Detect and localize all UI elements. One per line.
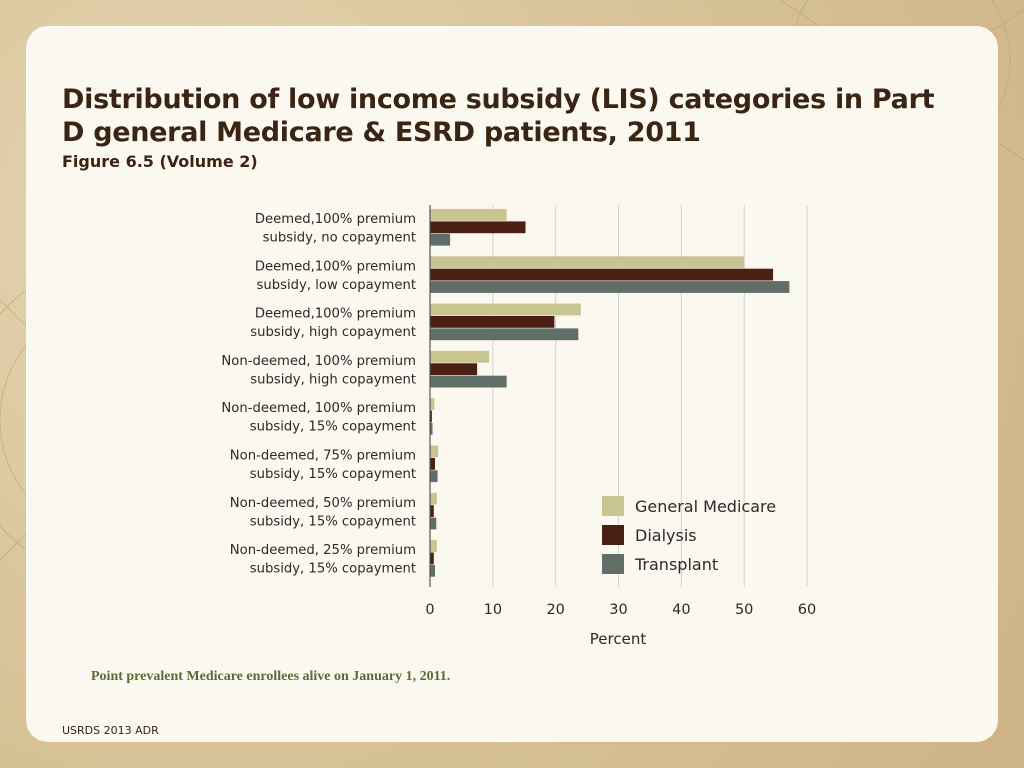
x-tick-label: 50 — [735, 602, 753, 618]
chart-note: Point prevalent Medicare enrollees alive… — [91, 669, 451, 684]
x-tick-label: 20 — [546, 602, 564, 618]
content-panel — [26, 26, 998, 742]
x-tick-label: 60 — [798, 602, 816, 618]
category-label: Non-deemed, 25% premium — [230, 543, 416, 558]
legend-label: Dialysis — [635, 526, 697, 545]
category-label: subsidy, 15% copayment — [250, 420, 416, 435]
category-label: Deemed,100% premium — [255, 307, 416, 322]
bar — [430, 209, 507, 221]
bar — [430, 410, 432, 423]
bar — [430, 552, 434, 565]
bar — [430, 221, 526, 234]
category-label: subsidy, high copayment — [250, 325, 416, 340]
bar — [430, 268, 774, 281]
x-tick-label: 0 — [425, 602, 434, 618]
category-label: Non-deemed, 100% premium — [221, 401, 416, 416]
slide-title: Distribution of low income subsidy (LIS)… — [62, 84, 935, 148]
bar — [430, 281, 790, 293]
bar — [430, 328, 579, 341]
bar — [430, 233, 451, 246]
category-label: subsidy, high copayment — [250, 372, 416, 387]
bar — [430, 398, 435, 410]
category-label: subsidy, 15% copayment — [250, 467, 416, 482]
category-label: subsidy, 15% copayment — [250, 562, 416, 577]
bar — [430, 423, 433, 435]
category-label: subsidy, 15% copayment — [250, 514, 416, 529]
bar — [430, 363, 478, 376]
bar — [430, 303, 581, 316]
category-label: Deemed,100% premium — [255, 259, 416, 274]
legend-swatch — [602, 554, 624, 574]
legend-swatch — [602, 496, 624, 516]
category-label: Deemed,100% premium — [255, 212, 416, 227]
bar — [430, 256, 745, 269]
bar — [430, 350, 490, 363]
bar — [430, 375, 507, 388]
category-label: Non-deemed, 75% premium — [230, 449, 416, 464]
bar — [430, 492, 437, 505]
bar — [430, 564, 436, 577]
bar — [430, 445, 439, 458]
legend-swatch — [602, 525, 624, 545]
category-label: Non-deemed, 100% premium — [221, 354, 416, 369]
figure-subtitle: Figure 6.5 (Volume 2) — [62, 152, 258, 171]
x-tick-label: 40 — [672, 602, 690, 618]
bar — [430, 470, 438, 483]
category-label: subsidy, no copayment — [263, 231, 416, 246]
x-tick-label: 10 — [484, 602, 502, 618]
x-tick-label: 30 — [609, 602, 627, 618]
bar — [430, 316, 555, 328]
footer-source: USRDS 2013 ADR — [62, 724, 159, 737]
category-label: subsidy, low copayment — [257, 278, 416, 293]
x-axis-label: Percent — [590, 630, 647, 648]
category-label: Non-deemed, 50% premium — [230, 496, 416, 511]
bar — [430, 540, 437, 552]
bar — [430, 457, 436, 470]
legend-label: General Medicare — [635, 497, 776, 516]
bar — [430, 505, 434, 517]
bar — [430, 517, 437, 530]
legend-label: Transplant — [634, 555, 718, 574]
